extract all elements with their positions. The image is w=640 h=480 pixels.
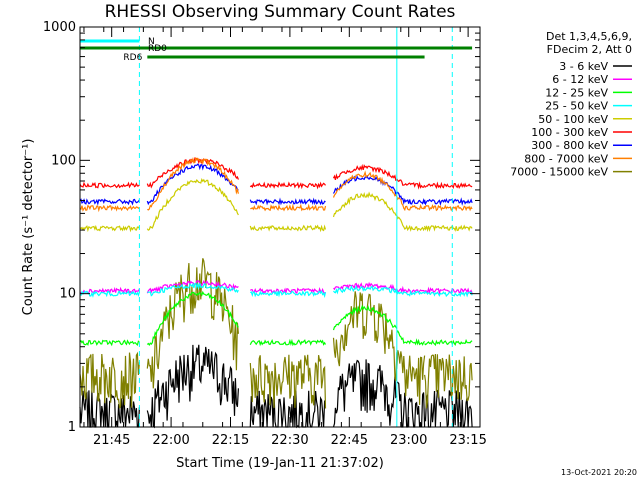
series-line-2 [249,338,327,347]
series-line-1 [424,286,473,296]
x-tick-label: 22:00 [152,433,189,448]
legend-label: 3 - 6 keV [559,60,608,73]
series-line-4 [79,224,140,233]
x-tick-label: 23:00 [390,433,427,448]
series-4 [79,177,473,233]
x-tick-label: 21:45 [93,433,130,448]
legend-header: FDecim 2, Att 0 [547,43,632,56]
series-line-8 [249,354,327,409]
series-line-8 [396,350,426,405]
y-axis-label: Count Rate (s⁻¹ detector⁻¹) [21,139,36,316]
series-line-7 [250,203,327,212]
series-line-8 [79,351,140,409]
y-tick-label: 10 [59,287,76,302]
legend-label: 800 - 7000 keV [524,152,608,165]
legend-label: 100 - 300 keV [531,126,608,139]
series-3 [79,282,473,299]
series-line-2 [424,338,473,347]
x-tick-label: 22:45 [331,433,368,448]
series-line-5 [79,181,140,189]
series-line-2 [396,329,426,346]
series-line-3 [424,290,473,298]
chart-title: RHESSI Observing Summary Count Rates [105,2,456,22]
series-line-6 [249,197,326,206]
series-line-6 [332,174,398,196]
series-line-7 [332,170,398,198]
series-line-2 [79,339,140,347]
series-line-2 [332,304,398,331]
legend-label: 6 - 12 keV [552,73,608,86]
plot-frame [79,26,481,428]
series-line-4 [424,224,473,233]
series-2 [79,290,473,347]
legend-label: 12 - 25 keV [545,86,608,99]
x-axis-label: Start Time (19-Jan-11 21:37:02) [176,456,384,471]
y-tick-label: 100 [51,153,76,168]
series-line-1 [146,279,239,294]
series-line-6 [424,197,473,206]
series-line-3 [396,289,425,297]
y-tick-label: 1 [68,420,76,435]
series-line-5 [396,178,426,190]
series-line-3 [147,282,239,297]
series-line-5 [249,181,326,190]
x-tick-label: 22:30 [271,433,308,448]
axis-ticks: 1 10 100 1000 21:45 22:00 22:15 22:30 22:45 23:00… [43,20,487,448]
series-5 [79,156,473,190]
legend-header: Det 1,3,4,5,6,9, [546,30,632,43]
series-line-4 [249,224,327,233]
legend: Det 1,3,4,5,6,9,FDecim 2, Att 0 3 - 6 keV… [510,30,632,179]
footer-timestamp: 13-Oct-2021 20:20 [561,468,637,477]
legend-label: 7000 - 15000 keV [510,166,608,179]
annotation-label: RD0 [148,44,167,54]
legend-label: 25 - 50 keV [545,100,608,113]
series-6 [79,163,473,206]
series-line-6 [79,198,140,206]
series-line-4 [146,177,239,231]
legend-label: 50 - 100 keV [538,113,608,126]
series-line-3 [333,284,398,295]
series-line-6 [396,191,426,206]
annotation-label: RD6 [123,53,142,63]
x-tick-label: 23:15 [449,433,486,448]
series-line-8 [424,353,473,409]
series-line-7 [79,204,140,213]
series-line-4 [332,191,397,218]
series-line-5 [332,163,398,182]
series-line-0 [332,359,398,428]
x-tick-label: 22:15 [212,433,249,448]
series-line-0 [424,389,473,428]
series-line-3 [249,289,327,299]
series-line-1 [249,286,326,295]
series-8 [79,258,473,409]
series-layer [79,156,473,429]
series-line-6 [146,163,239,206]
y-tick-label: 1000 [43,20,76,35]
series-line-3 [79,290,140,298]
series-line-4 [396,215,426,232]
series-line-0 [146,344,239,429]
series-line-2 [146,290,239,347]
series-line-5 [424,181,473,190]
annotation-label: N [148,37,155,47]
series-line-8 [146,258,239,389]
series-line-0 [396,381,426,428]
series-line-7 [396,196,426,212]
series-line-7 [147,156,239,211]
series-line-8 [332,291,398,382]
series-7 [79,156,473,213]
series-line-0 [79,390,140,428]
legend-label: 300 - 800 keV [531,139,608,152]
series-line-7 [424,204,473,212]
